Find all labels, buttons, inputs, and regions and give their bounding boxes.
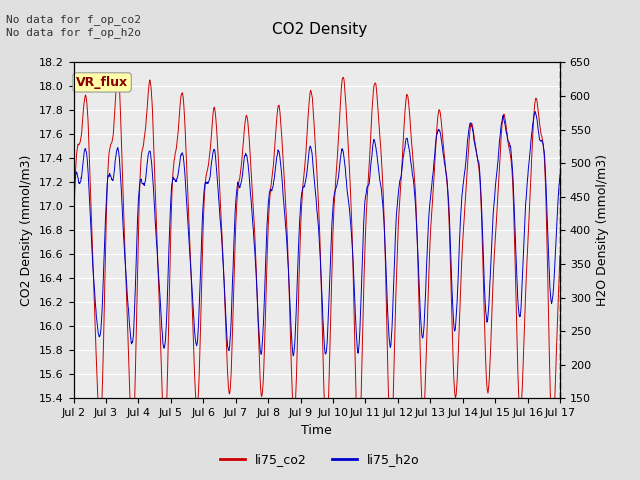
Y-axis label: H2O Density (mmol/m3): H2O Density (mmol/m3) [596,155,609,306]
Text: CO2 Density: CO2 Density [273,22,367,36]
li75_h2o [108,174,115,180]
li75_co2 [287,341,294,347]
li75_h2o [276,155,284,161]
li75_co2 [556,252,564,258]
li75_h2o [295,229,303,235]
Text: VR_flux: VR_flux [76,76,128,89]
li75_co2 [347,201,355,207]
Line: li75_co2: li75_co2 [74,76,560,405]
li75_h2o [347,220,355,226]
li75_h2o [531,109,539,115]
li75_h2o [556,172,564,178]
li75_co2 [296,261,303,266]
li75_co2 [108,140,115,146]
li75_co2 [128,402,136,408]
li75_co2 [95,402,102,408]
li75_co2 [276,117,284,123]
li75_co2 [70,228,77,234]
li75_h2o [70,201,77,206]
li75_h2o [286,302,294,308]
li75_co2 [114,73,122,79]
li75_h2o [127,338,135,344]
Text: No data for f_op_co2
No data for f_op_h2o: No data for f_op_co2 No data for f_op_h2… [6,14,141,38]
li75_h2o [289,353,297,359]
X-axis label: Time: Time [301,424,332,437]
Legend: li75_co2, li75_h2o: li75_co2, li75_h2o [215,448,425,471]
Line: li75_h2o: li75_h2o [74,112,560,356]
Y-axis label: CO2 Density (mmol/m3): CO2 Density (mmol/m3) [20,155,33,306]
